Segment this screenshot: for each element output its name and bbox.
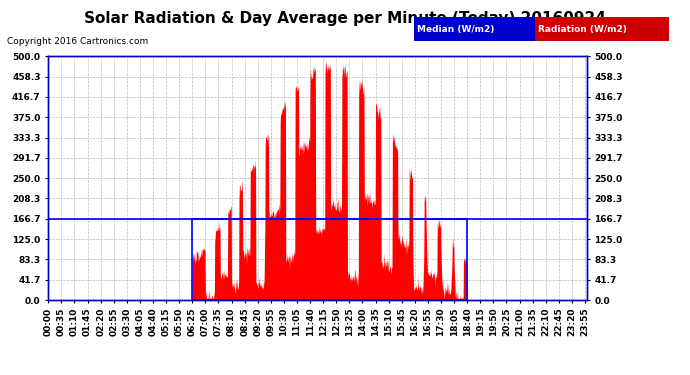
Text: Solar Radiation & Day Average per Minute (Today) 20160924: Solar Radiation & Day Average per Minute… <box>84 11 606 26</box>
Text: Copyright 2016 Cartronics.com: Copyright 2016 Cartronics.com <box>7 38 148 46</box>
Bar <box>193 219 467 300</box>
Text: Radiation (W/m2): Radiation (W/m2) <box>538 25 627 34</box>
Text: Median (W/m2): Median (W/m2) <box>417 25 495 34</box>
